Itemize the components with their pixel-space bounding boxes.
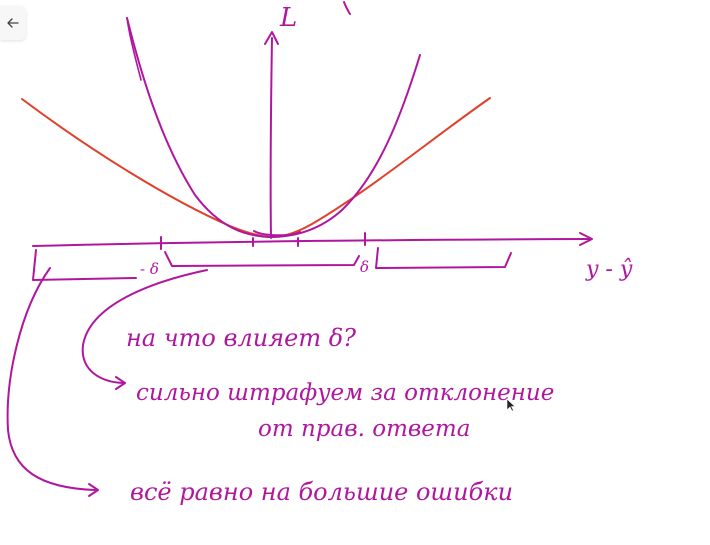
arrow-left-icon <box>7 18 19 28</box>
arrow-to-middle-note <box>81 269 208 384</box>
back-button[interactable] <box>0 6 26 40</box>
note-middle-line1: сильно штрафуем за отклонение <box>136 380 554 406</box>
note-bottom: всё равно на большие ошибки <box>130 478 513 506</box>
bracket-middle <box>164 251 360 267</box>
axis-horizontal-label: y - ŷ <box>585 257 633 282</box>
arrow-to-bottom-note <box>6 267 96 491</box>
bracket-left <box>32 249 137 281</box>
horizontal-axis <box>32 232 593 250</box>
note-middle-line2: от прав. ответа <box>258 416 470 442</box>
red-loss-curve <box>21 97 491 238</box>
vertical-axis <box>264 31 279 239</box>
curve-overstroke <box>126 17 142 81</box>
bracket-right-label: δ <box>360 258 369 276</box>
bracket-right <box>375 247 512 269</box>
question-note: на что влияет δ? <box>126 324 356 352</box>
magenta-loss-curve <box>126 17 421 238</box>
arrowhead-bottom-note <box>88 483 99 497</box>
vertex-stroke <box>253 230 301 237</box>
stray-stroke <box>343 1 351 15</box>
mouse-cursor-icon <box>506 398 516 412</box>
bracket-left-label: - δ <box>140 260 159 278</box>
axis-vertical-label: L <box>279 3 297 33</box>
arrowhead-middle-note <box>115 376 126 390</box>
